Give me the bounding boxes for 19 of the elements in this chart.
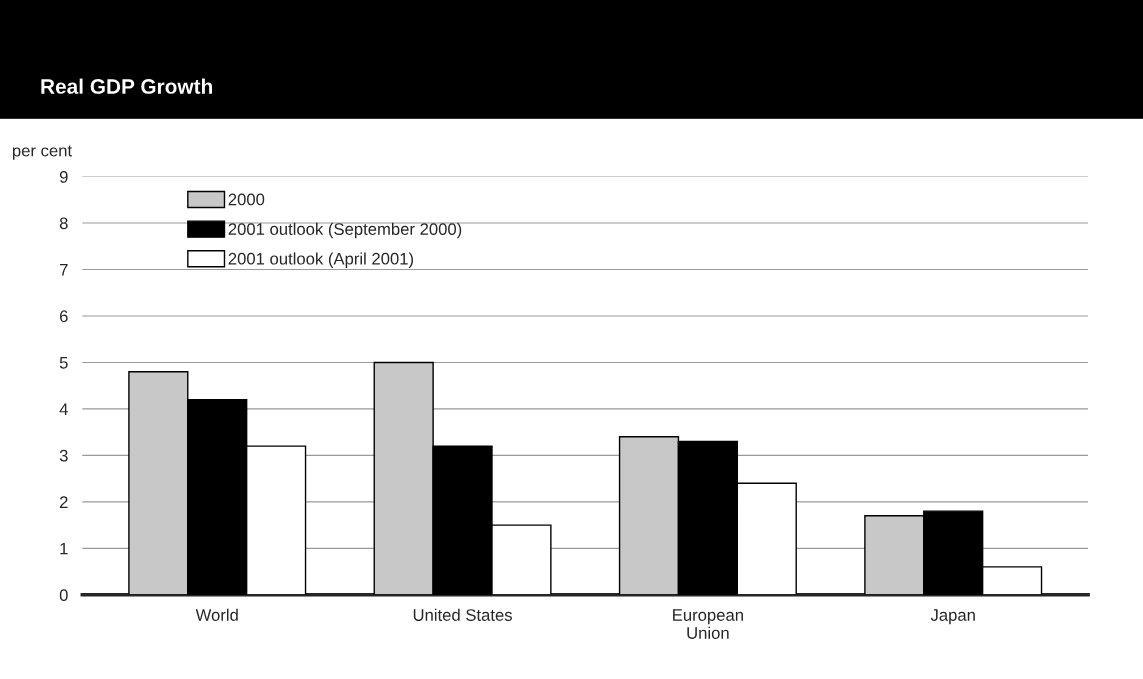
x-tick-label: European Union xyxy=(673,609,743,639)
x-tick-label: Japan xyxy=(930,609,975,625)
y-tick-label: 6 xyxy=(59,310,68,323)
chart-title: Real GDP Growth xyxy=(41,78,212,94)
legend-label: 2001 outlook (September 2000) xyxy=(228,222,462,239)
y-tick-label: 7 xyxy=(59,264,68,276)
legend-label: 2000 xyxy=(228,193,265,206)
y-tick-label: 9 xyxy=(59,170,68,183)
y-tick-label: 0 xyxy=(59,589,68,602)
y-tick-label: 4 xyxy=(59,403,68,415)
x-tick-label: United States xyxy=(413,608,512,621)
y-tick-label: 2 xyxy=(59,496,68,508)
y-tick-label: 5 xyxy=(59,357,68,369)
y-axis-title: per cent xyxy=(12,145,72,160)
y-tick-label: 1 xyxy=(60,542,68,555)
x-tick-label: World xyxy=(195,608,238,621)
y-tick-label: 3 xyxy=(59,449,68,462)
legend-label: 2001 outlook (April 2001) xyxy=(228,252,414,268)
y-tick-label: 8 xyxy=(59,217,68,230)
